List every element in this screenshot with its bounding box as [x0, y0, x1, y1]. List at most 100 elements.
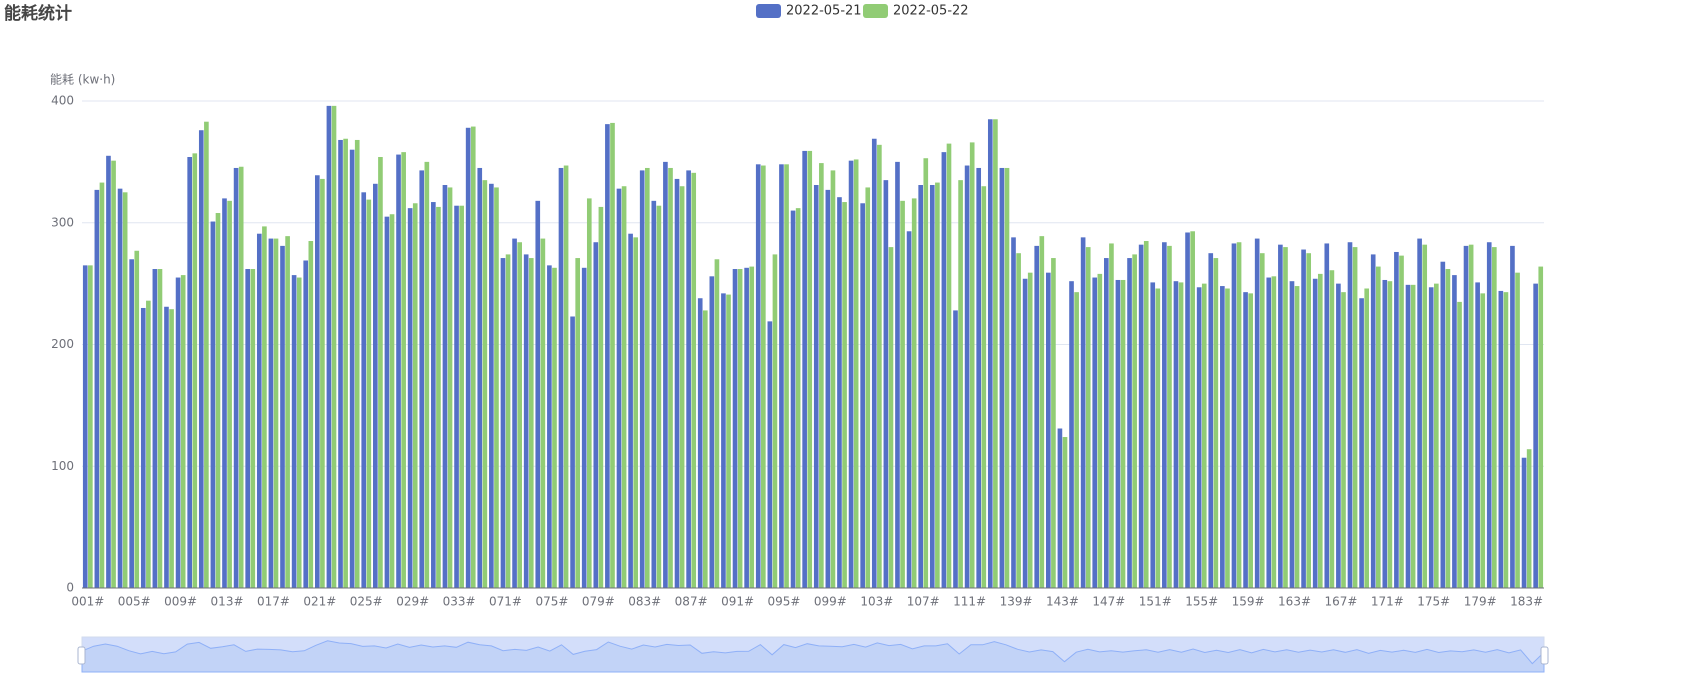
x-tick-label: 183#	[1510, 595, 1543, 609]
bar	[349, 149, 355, 588]
bar	[1440, 261, 1446, 588]
bar	[837, 197, 842, 588]
y-tick-label: 400	[51, 94, 74, 108]
bar	[1382, 279, 1388, 588]
bar	[703, 310, 708, 588]
bar	[431, 202, 436, 589]
x-tick-label: 163#	[1278, 595, 1311, 609]
bar	[326, 105, 332, 589]
bar	[245, 269, 251, 588]
bar	[639, 170, 645, 588]
bar	[99, 182, 105, 588]
bar	[981, 186, 987, 588]
bar	[999, 167, 1005, 588]
bar	[825, 189, 831, 588]
bar	[204, 121, 209, 588]
bar	[744, 267, 749, 588]
bar	[714, 259, 720, 588]
bar	[1422, 244, 1428, 589]
bar	[1492, 247, 1497, 588]
bar	[651, 200, 657, 588]
bar	[593, 242, 599, 589]
bar	[1526, 449, 1532, 588]
bar	[853, 159, 859, 588]
bar	[1022, 278, 1028, 588]
bar	[389, 214, 395, 589]
bar	[563, 165, 569, 588]
bar	[1278, 244, 1283, 589]
bar	[686, 170, 691, 588]
bar	[1045, 272, 1051, 588]
bar	[1480, 293, 1486, 588]
bar	[1486, 242, 1492, 589]
chart-title: 能耗统计	[4, 3, 72, 24]
x-tick-label: 111#	[953, 595, 986, 609]
bar	[1364, 288, 1370, 588]
x-tick-label: 143#	[1046, 595, 1079, 609]
bar	[489, 183, 494, 589]
bar	[1498, 290, 1504, 588]
bar	[958, 180, 963, 588]
x-tick-label: 091#	[721, 595, 754, 609]
bar	[180, 275, 186, 588]
bar	[82, 265, 88, 588]
bar	[412, 203, 418, 588]
x-tick-label: 151#	[1139, 595, 1172, 609]
bar	[157, 269, 163, 588]
bar	[273, 238, 279, 588]
bar	[343, 138, 348, 588]
zoom-handle	[77, 646, 86, 665]
bar	[1324, 243, 1330, 588]
bar	[1185, 232, 1190, 589]
bar	[697, 298, 703, 588]
bar	[482, 180, 488, 588]
bar	[1097, 273, 1103, 588]
bar	[1475, 282, 1480, 588]
bar	[1283, 247, 1288, 588]
bar	[331, 105, 337, 589]
bar	[129, 259, 134, 588]
zoom-shadow	[81, 640, 1545, 673]
bar	[500, 258, 506, 588]
bar	[1115, 279, 1121, 588]
bar	[1196, 287, 1202, 588]
bar	[192, 153, 198, 589]
x-tick-label: 175#	[1417, 595, 1450, 609]
bar	[1178, 282, 1184, 588]
bar	[1510, 245, 1515, 588]
bar	[1104, 258, 1109, 588]
bar	[709, 276, 715, 588]
y-tick-label: 100	[51, 459, 74, 473]
bar	[795, 208, 801, 588]
bar	[373, 183, 378, 589]
bar	[1515, 272, 1520, 588]
bar	[790, 210, 796, 588]
bar	[517, 242, 522, 589]
x-tick-label: 079#	[582, 595, 615, 609]
bar	[895, 161, 900, 588]
x-tick-label: 005#	[118, 595, 151, 609]
bar	[923, 158, 929, 588]
x-tick-label: 155#	[1185, 595, 1218, 609]
bar	[106, 155, 111, 588]
x-tick-label: 171#	[1371, 595, 1404, 609]
bar	[528, 258, 534, 588]
bar	[366, 199, 372, 588]
bar	[169, 309, 174, 588]
bar	[1317, 273, 1323, 588]
bar	[424, 161, 430, 588]
bar	[1347, 242, 1353, 589]
bar	[987, 119, 993, 588]
bar	[605, 124, 610, 588]
bar	[570, 316, 575, 588]
x-tick-label: 021#	[303, 595, 336, 609]
x-tick-label: 147#	[1092, 595, 1125, 609]
y-tick-label: 200	[51, 337, 74, 351]
bar	[1243, 292, 1248, 588]
bar	[598, 206, 604, 589]
bar	[813, 185, 819, 588]
bar	[1370, 254, 1376, 588]
bar	[436, 206, 441, 589]
bar	[146, 300, 151, 588]
bar	[1410, 284, 1416, 588]
